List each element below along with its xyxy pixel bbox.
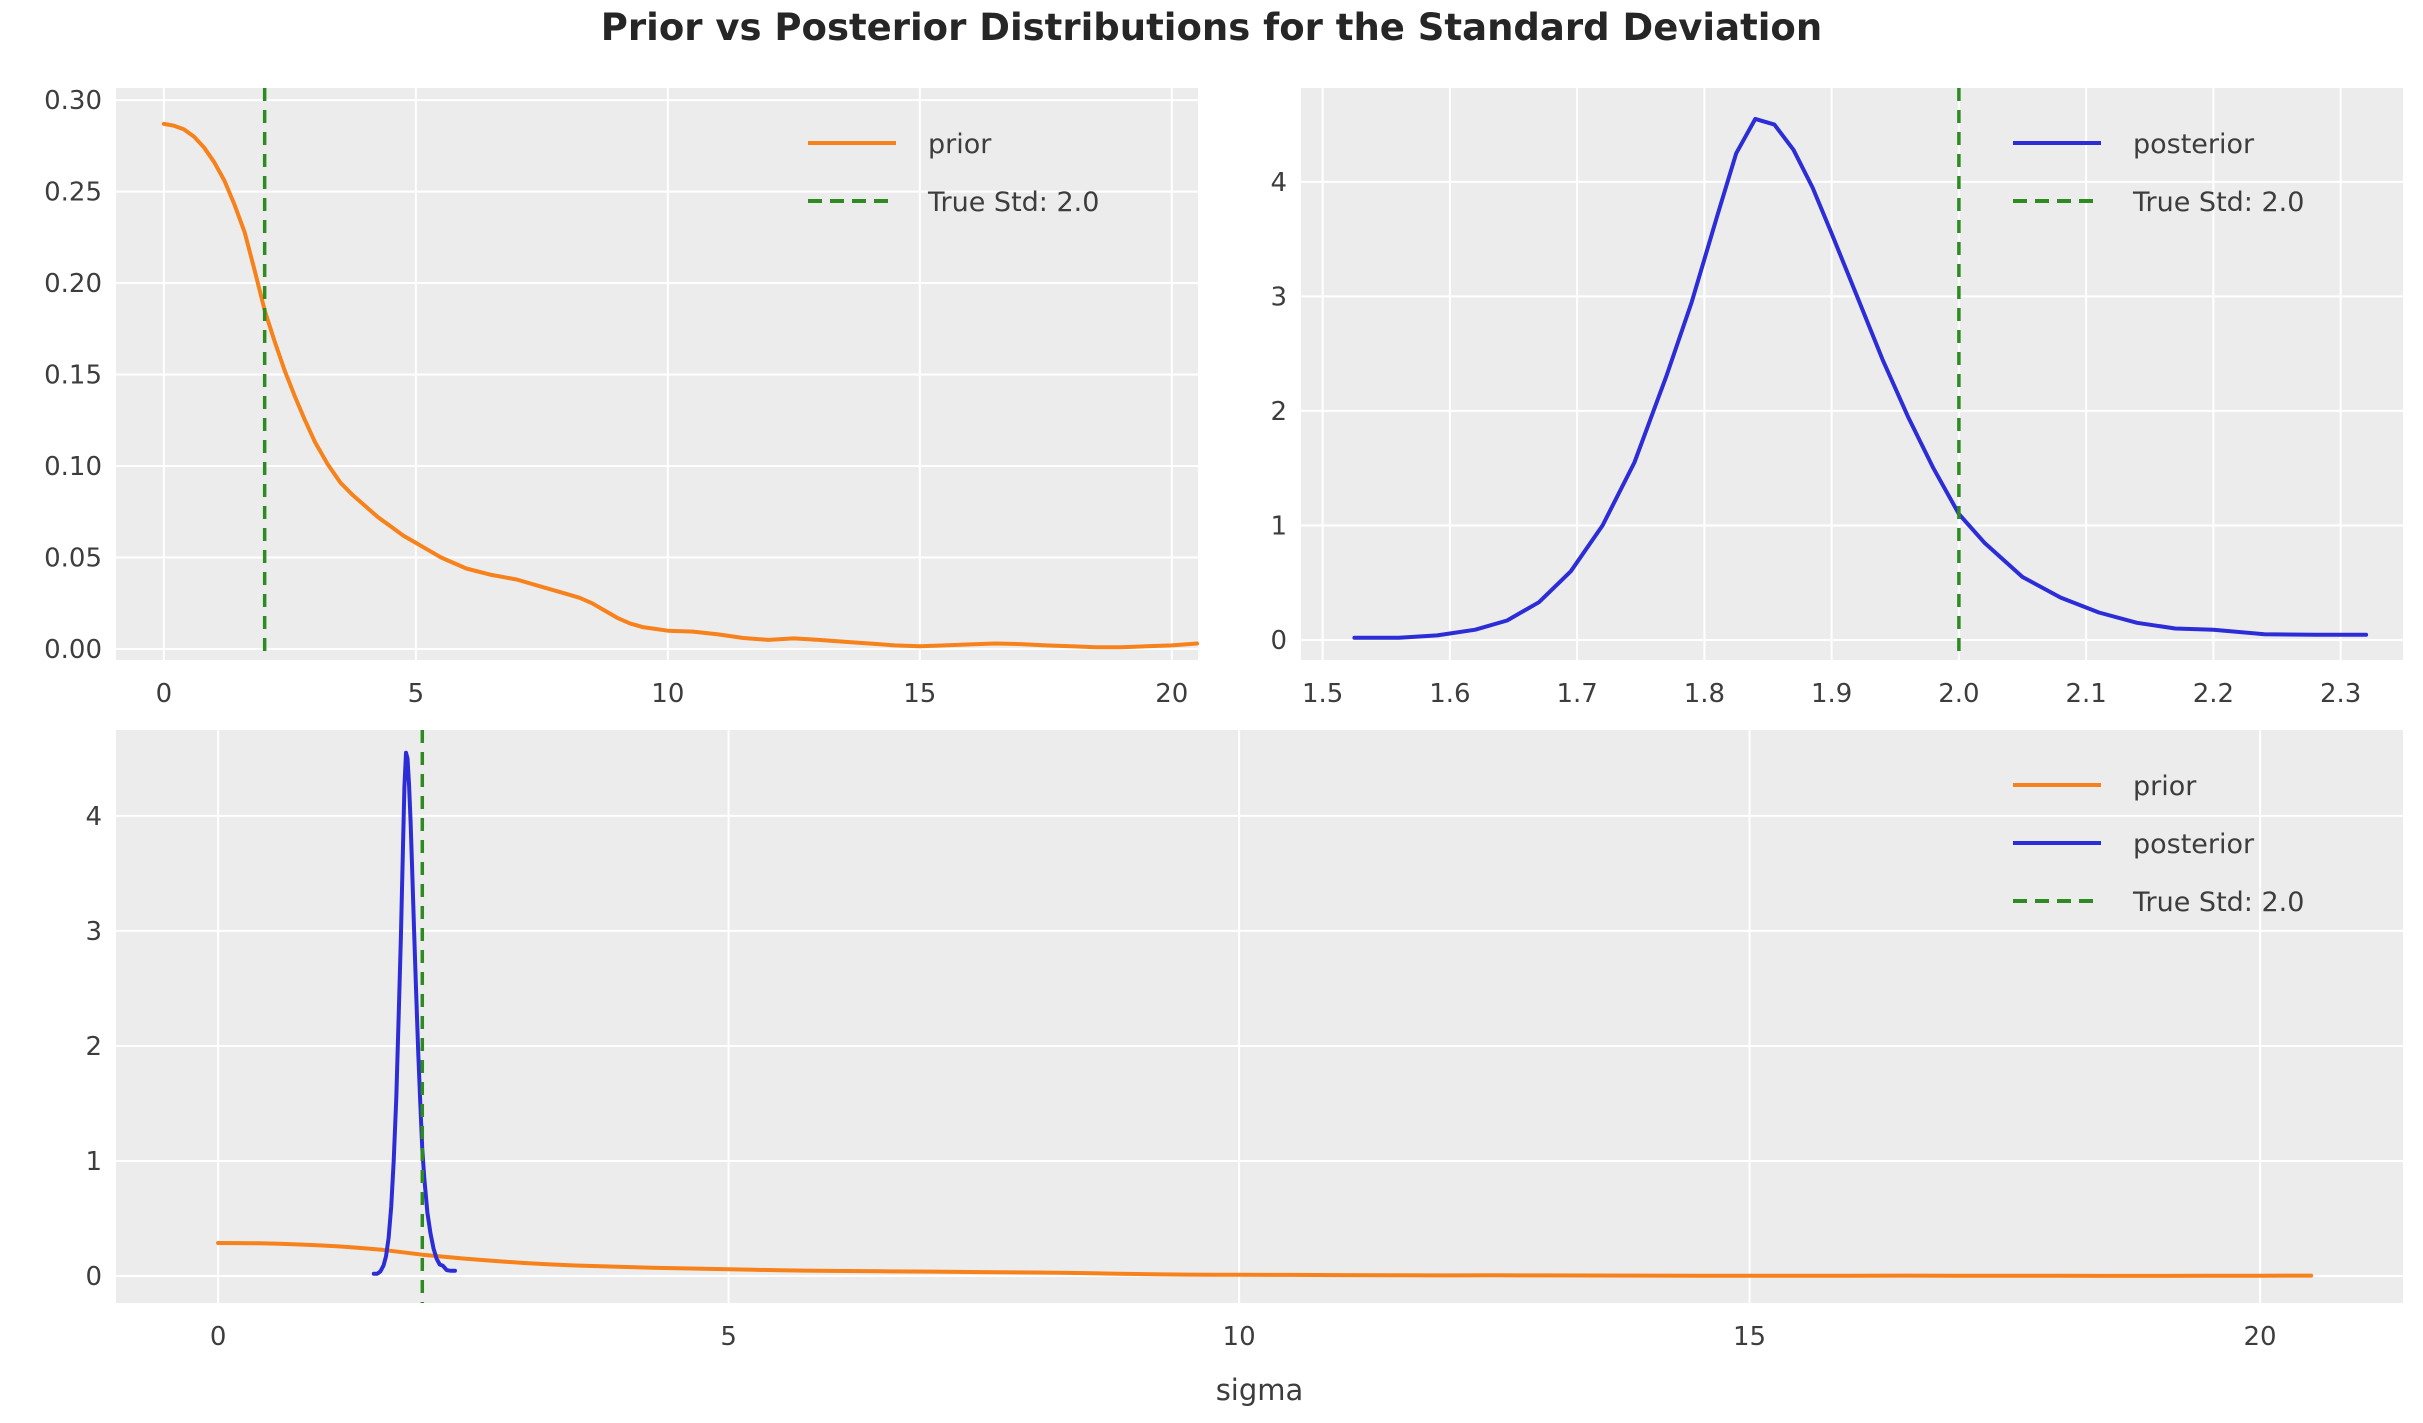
y-tick-label: 2 [1270, 397, 1287, 427]
y-tick-label: 0.25 [44, 178, 102, 208]
x-tick-label: 0 [210, 1322, 227, 1352]
y-tick-label: 4 [1270, 168, 1287, 198]
x-tick-label: 20 [1155, 679, 1188, 705]
y-tick-label: 0.15 [44, 361, 102, 391]
y-tick-label: 0 [1270, 626, 1287, 656]
legend-item-true-std: True Std: 2.0 [2013, 887, 2304, 918]
x-tick-label: 20 [2244, 1322, 2277, 1352]
legend: prior True Std: 2.0 [808, 129, 1099, 218]
legend-label-true-std: True Std: 2.0 [2132, 187, 2304, 218]
x-tick-label: 2.0 [1938, 679, 1979, 705]
y-tick-label: 3 [1270, 282, 1287, 312]
prior-curve [216, 1241, 2314, 1278]
figure-title: Prior vs Posterior Distributions for the… [600, 6, 1823, 49]
x-tick-label: 10 [651, 679, 684, 705]
legend-item-posterior: posterior [2013, 129, 2255, 160]
legend-item-true-std: True Std: 2.0 [808, 187, 1099, 218]
x-tick-label: 15 [1733, 1322, 1766, 1352]
legend-item-true-std: True Std: 2.0 [2013, 187, 2304, 218]
legend-label-posterior: posterior [2133, 829, 2255, 860]
legend-label-true-std: True Std: 2.0 [2132, 887, 2304, 918]
posterior-curve [1352, 116, 2369, 640]
x-tick-label: 5 [408, 679, 425, 705]
panel-combined: 0 5 10 15 20 0 1 2 3 4 sigma prior posterior True Std… [0, 705, 2423, 1423]
y-tick-label: 0.20 [44, 269, 102, 299]
legend: posterior True Std: 2.0 [2013, 129, 2304, 218]
plot-area [1301, 88, 2403, 660]
x-tick-label: 5 [720, 1322, 737, 1352]
legend-item-posterior: posterior [2013, 829, 2255, 860]
panel-posterior: 1.5 1.6 1.7 1.8 1.9 2.0 2.1 2.2 2.3 0 1 2 3 4 posterio… [1210, 55, 2423, 705]
y-tick-label: 0 [85, 1262, 102, 1292]
x-tick-label: 1.9 [1811, 679, 1852, 705]
legend-label-prior: prior [928, 129, 992, 160]
x-tick-label: 2.3 [2320, 679, 2361, 705]
chart-svg-posterior-panel: 1.5 1.6 1.7 1.8 1.9 2.0 2.1 2.2 2.3 0 1 2 3 4 posterio… [1270, 88, 2403, 705]
y-tick-label: 0.30 [44, 86, 102, 116]
chart-svg-combined-panel: 0 5 10 15 20 0 1 2 3 4 sigma prior posterior True Std… [85, 730, 2403, 1407]
x-axis-label: sigma [1216, 1373, 1304, 1407]
x-tick-label: 0 [156, 679, 173, 705]
x-tick-label: 15 [903, 679, 936, 705]
panel-prior: 0 5 10 15 20 0.00 0.05 0.10 0.15 0.20 0.25 0.30 prio… [0, 55, 1210, 705]
y-tick-label: 0.05 [44, 544, 102, 574]
legend-label-true-std: True Std: 2.0 [927, 187, 1099, 218]
y-tick-label: 2 [85, 1032, 102, 1062]
legend-label-prior: prior [2133, 771, 2197, 802]
x-tick-label: 1.8 [1684, 679, 1725, 705]
y-tick-label: 3 [85, 917, 102, 947]
y-tick-label: 1 [1270, 511, 1287, 541]
plot-area [116, 730, 2403, 1303]
legend-item-prior: prior [2013, 771, 2197, 802]
y-tick-label: 4 [85, 802, 102, 832]
x-tick-label: 2.2 [2193, 679, 2234, 705]
y-tick-label: 1 [85, 1147, 102, 1177]
x-tick-label: 10 [1223, 1322, 1256, 1352]
x-tick-label: 1.5 [1302, 679, 1343, 705]
posterior-curve [371, 750, 457, 1276]
legend: prior posterior True Std: 2.0 [2013, 771, 2304, 918]
x-tick-label: 1.7 [1556, 679, 1597, 705]
y-tick-label: 0.10 [44, 452, 102, 482]
y-tick-label: 0.00 [44, 635, 102, 665]
x-tick-label: 2.1 [2065, 679, 2106, 705]
x-tick-label: 1.6 [1429, 679, 1470, 705]
legend-label-posterior: posterior [2133, 129, 2255, 160]
legend-item-prior: prior [808, 129, 992, 160]
chart-svg-prior-panel: 0 5 10 15 20 0.00 0.05 0.10 0.15 0.20 0.25 0.30 prio… [44, 86, 1199, 705]
